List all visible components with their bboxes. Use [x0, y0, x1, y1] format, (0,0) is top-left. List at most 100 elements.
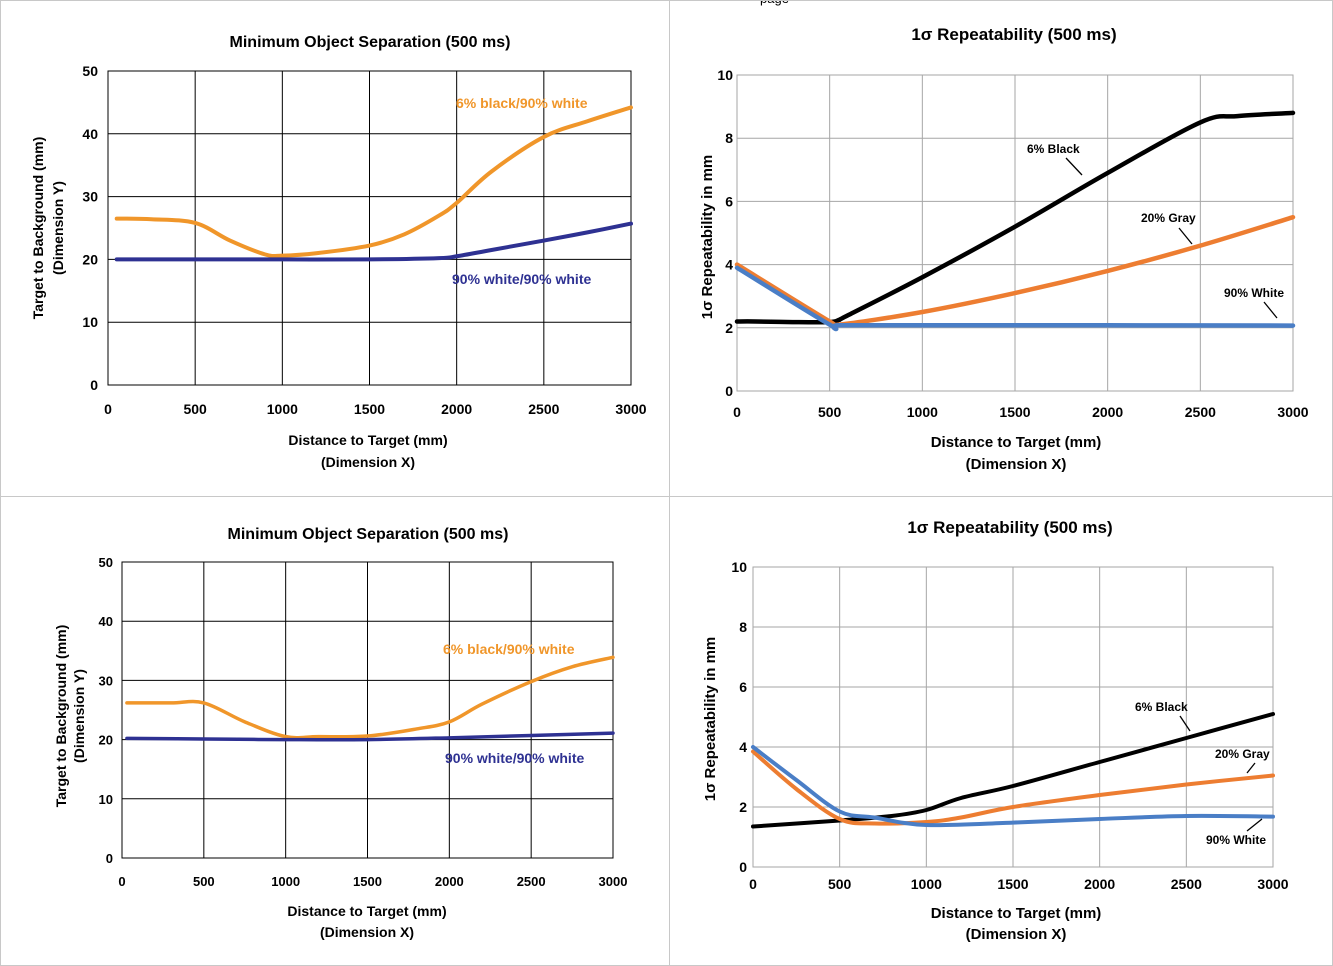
x-tick-label: 2500 — [1185, 404, 1216, 420]
y-axis-sublabel: (Dimension Y) — [71, 669, 87, 763]
annotation-20-gray: 20% Gray — [1141, 211, 1196, 225]
plot-frame — [736, 74, 1294, 392]
chart-title: 1σ Repeatability (500 ms) — [911, 25, 1116, 44]
y-tick-label: 20 — [99, 733, 113, 748]
x-axis-sublabel: (Dimension X) — [321, 454, 415, 470]
x-tick-label: 3000 — [615, 401, 646, 417]
leader-90-white — [1246, 818, 1263, 832]
annotation-90-white-90-white: 90% white/90% white — [452, 271, 591, 287]
x-tick-label: 0 — [733, 404, 741, 420]
y-axis-sublabel: (Dimension Y) — [50, 181, 66, 275]
x-axis-label: Distance to Target (mm) — [931, 905, 1102, 922]
x-tick-label: 1000 — [907, 404, 938, 420]
x-tick-label: 2500 — [528, 401, 559, 417]
y-tick-label: 30 — [82, 189, 98, 205]
y-axis-label: 1σ Repeatability in mm — [702, 637, 719, 801]
y-tick-label: 4 — [725, 257, 733, 273]
series-line-6-black — [734, 110, 1296, 325]
y-tick-label: 40 — [82, 126, 98, 142]
y-tick-label: 8 — [739, 619, 747, 635]
y-tick-label: 10 — [99, 792, 113, 807]
x-tick-label: 500 — [828, 876, 852, 892]
chart-svg: 1σ Repeatability (500 ms) 0 500 1000 1500 20… — [699, 25, 1309, 473]
y-axis-label: 1σ Repeatability in mm — [699, 155, 716, 319]
y-tick-label: 6 — [725, 193, 733, 209]
chart-title: Minimum Object Separation (500 ms) — [230, 34, 511, 51]
x-tick-label: 3000 — [1277, 404, 1308, 420]
x-tick-label: 1500 — [354, 401, 385, 417]
plot-frame — [107, 70, 632, 386]
chart-title: 1σ Repeatability (500 ms) — [907, 518, 1112, 537]
annotation-90-white-90-white: 90% white/90% white — [445, 750, 584, 766]
annotation-6-black-90-white: 6% black/90% white — [443, 641, 575, 657]
x-tick-label: 2000 — [441, 401, 472, 417]
chart-svg: 1σ Repeatability (500 ms) 0 500 1000 1500 20… — [702, 518, 1289, 943]
leader-6-black — [1065, 157, 1083, 176]
y-tick-label: 2 — [739, 799, 747, 815]
y-tick-label: 0 — [90, 377, 98, 393]
x-axis-sublabel: (Dimension X) — [966, 926, 1067, 943]
y-tick-label: 20 — [82, 251, 98, 267]
leader-20-gray — [1178, 227, 1193, 245]
x-tick-label: 2500 — [517, 874, 546, 889]
y-tick-label: 50 — [99, 555, 113, 570]
y-tick-label: 6 — [739, 679, 747, 695]
x-tick-label: 500 — [193, 874, 215, 889]
series-line-6-black — [751, 712, 1275, 829]
y-tick-label: 0 — [106, 851, 113, 866]
y-tick-label: 30 — [99, 673, 113, 688]
x-tick-label: 2000 — [1092, 404, 1123, 420]
y-tick-label: 10 — [717, 67, 733, 83]
y-axis-label: Target to Background (mm) — [30, 137, 46, 320]
x-tick-label: 0 — [118, 874, 125, 889]
series-line-90-white-90-white — [114, 221, 633, 262]
series-line-90-white — [751, 745, 1275, 828]
x-tick-label: 1000 — [271, 874, 300, 889]
x-axis-label: Distance to Target (mm) — [287, 903, 446, 919]
chart-top-left: Minimum Object Separation (500 ms) 0 500 1… — [0, 0, 669, 496]
x-tick-label: 1000 — [911, 876, 942, 892]
plot-frame — [752, 566, 1274, 868]
series-line-6-black-90-white — [125, 655, 615, 740]
x-tick-label: 0 — [749, 876, 757, 892]
annotation-90-white: 90% White — [1224, 286, 1284, 300]
series-line-20-gray — [734, 214, 1296, 330]
x-tick-label: 500 — [818, 404, 842, 420]
leader-20-gray — [1246, 762, 1256, 774]
x-tick-label: 3000 — [1257, 876, 1288, 892]
y-axis-label: Target to Background (mm) — [53, 625, 69, 808]
x-tick-label: 1500 — [997, 876, 1028, 892]
y-tick-label: 4 — [739, 739, 747, 755]
annotation-6-black: 6% Black — [1135, 700, 1188, 714]
y-tick-label: 50 — [82, 63, 98, 79]
x-axis-sublabel: (Dimension X) — [966, 456, 1067, 473]
chart-title: Minimum Object Separation (500 ms) — [228, 526, 509, 543]
y-tick-label: 2 — [725, 320, 733, 336]
x-axis-sublabel: (Dimension X) — [320, 924, 414, 940]
series-line-90-white — [734, 265, 1296, 332]
x-tick-label: 2000 — [435, 874, 464, 889]
x-tick-label: 1500 — [999, 404, 1030, 420]
x-tick-label: 2000 — [1084, 876, 1115, 892]
y-tick-label: 10 — [82, 314, 98, 330]
y-tick-label: 10 — [731, 559, 747, 575]
page-cut-label: page — [760, 0, 789, 6]
x-tick-label: 1500 — [353, 874, 382, 889]
x-tick-label: 500 — [183, 401, 207, 417]
annotation-6-black-90-white: 6% black/90% white — [456, 95, 588, 111]
chart-bottom-left: Minimum Object Separation (500 ms) 0 500 1… — [0, 497, 669, 966]
x-tick-label: 3000 — [599, 874, 628, 889]
series-line-90-white-90-white — [125, 731, 615, 742]
plot-frame — [121, 561, 614, 859]
x-tick-label: 0 — [104, 401, 112, 417]
chart-svg: Minimum Object Separation (500 ms) 0 500 1… — [30, 34, 647, 470]
y-tick-label: 0 — [739, 859, 747, 875]
series-line-6-black-90-white — [114, 105, 633, 259]
annotation-20-gray: 20% Gray — [1215, 747, 1270, 761]
leader-90-white — [1263, 301, 1278, 319]
x-axis-label: Distance to Target (mm) — [288, 432, 447, 448]
leader-6-black — [1179, 715, 1191, 732]
y-tick-label: 40 — [99, 614, 113, 629]
chart-bottom-right: 1σ Repeatability (500 ms) 0 500 1000 1500 20… — [670, 497, 1333, 966]
chart-top-right: 1σ Repeatability (500 ms) 0 500 1000 1500 20… — [670, 0, 1333, 496]
